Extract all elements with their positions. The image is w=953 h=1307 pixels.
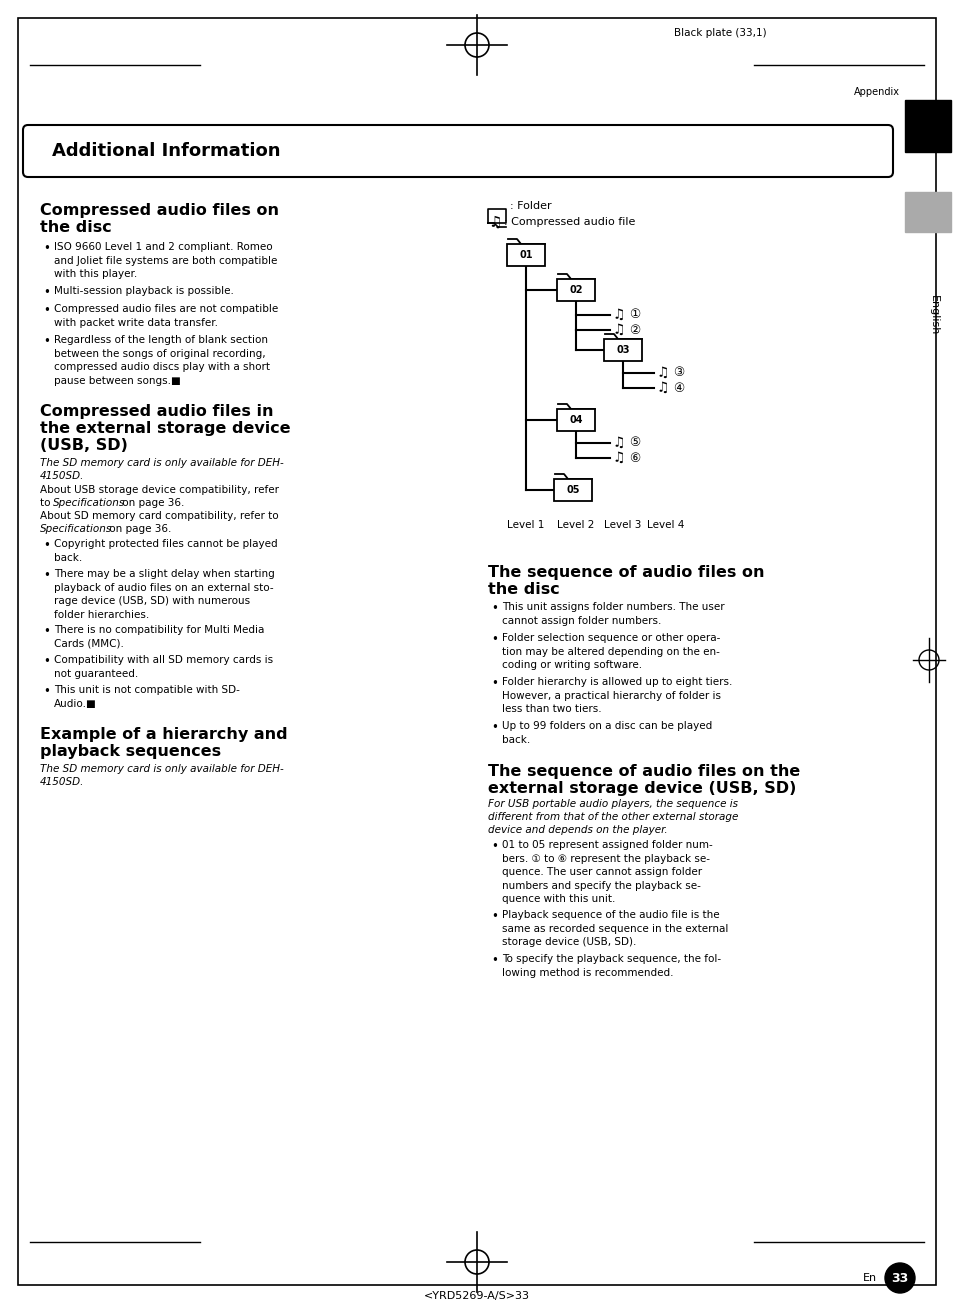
Text: The SD memory card is only available for DEH-: The SD memory card is only available for… xyxy=(40,457,283,468)
Text: : Folder: : Folder xyxy=(510,201,551,210)
Text: 4150SD.: 4150SD. xyxy=(40,776,84,787)
Text: •: • xyxy=(43,655,50,668)
Text: The sequence of audio files on the: The sequence of audio files on the xyxy=(488,765,800,779)
Text: device and depends on the player.: device and depends on the player. xyxy=(488,825,667,835)
Text: on page 36.: on page 36. xyxy=(119,498,184,508)
Bar xyxy=(904,192,950,233)
Text: Compressed audio files in: Compressed audio files in xyxy=(40,404,274,420)
Text: En: En xyxy=(862,1273,876,1283)
Text: 01 to 05 represent assigned folder num-
bers. ① to ⑥ represent the playback se-
: 01 to 05 represent assigned folder num- … xyxy=(501,840,712,904)
Text: ⑥: ⑥ xyxy=(629,451,640,464)
Text: Folder hierarchy is allowed up to eight tiers.
However, a practical hierarchy of: Folder hierarchy is allowed up to eight … xyxy=(501,677,732,714)
Text: •: • xyxy=(43,538,50,552)
Text: Example of a hierarchy and: Example of a hierarchy and xyxy=(40,727,287,742)
FancyBboxPatch shape xyxy=(23,125,892,176)
Bar xyxy=(904,101,950,152)
Text: •: • xyxy=(491,603,497,616)
Text: 05: 05 xyxy=(566,485,579,495)
Text: The SD memory card is only available for DEH-: The SD memory card is only available for… xyxy=(40,765,283,774)
Text: ③: ③ xyxy=(673,366,684,379)
Text: ♫: ♫ xyxy=(612,323,624,337)
Text: 02: 02 xyxy=(569,285,582,295)
Text: ②: ② xyxy=(629,324,640,336)
Text: This unit is not compatible with SD-
Audio.■: This unit is not compatible with SD- Aud… xyxy=(54,685,239,708)
Text: Compatibility with all SD memory cards is
not guaranteed.: Compatibility with all SD memory cards i… xyxy=(54,655,273,678)
Text: ♫: ♫ xyxy=(488,214,501,230)
Text: ♫: ♫ xyxy=(612,437,624,450)
Text: Appendix: Appendix xyxy=(853,88,899,97)
Text: 4150SD.: 4150SD. xyxy=(40,471,84,481)
Text: ⑤: ⑤ xyxy=(629,437,640,450)
Text: •: • xyxy=(491,910,497,923)
Text: There may be a slight delay when starting
playback of audio files on an external: There may be a slight delay when startin… xyxy=(54,569,274,620)
Bar xyxy=(506,244,544,267)
Text: •: • xyxy=(491,954,497,967)
Text: ①: ① xyxy=(629,308,640,322)
Text: Playback sequence of the audio file is the
same as recorded sequence in the exte: Playback sequence of the audio file is t… xyxy=(501,910,727,948)
Text: ④: ④ xyxy=(673,382,684,395)
Text: Up to 99 folders on a disc can be played
back.: Up to 99 folders on a disc can be played… xyxy=(501,721,712,745)
Text: ♫: ♫ xyxy=(656,382,669,395)
Text: : Compressed audio file: : Compressed audio file xyxy=(503,217,635,227)
Text: About USB storage device compatibility, refer: About USB storage device compatibility, … xyxy=(40,485,278,495)
Text: Level 4: Level 4 xyxy=(647,520,684,531)
Text: To specify the playback sequence, the fol-
lowing method is recommended.: To specify the playback sequence, the fo… xyxy=(501,954,720,978)
Text: •: • xyxy=(43,286,50,299)
Text: The sequence of audio files on: The sequence of audio files on xyxy=(488,565,763,580)
Text: •: • xyxy=(43,685,50,698)
Text: 04: 04 xyxy=(569,416,582,425)
Text: •: • xyxy=(491,840,497,853)
Text: ISO 9660 Level 1 and 2 compliant. Romeo
and Joliet file systems are both compati: ISO 9660 Level 1 and 2 compliant. Romeo … xyxy=(54,242,277,280)
Text: ♫: ♫ xyxy=(612,308,624,322)
Text: For USB portable audio players, the sequence is: For USB portable audio players, the sequ… xyxy=(488,799,738,809)
Text: Additional Information: Additional Information xyxy=(52,142,280,159)
Text: This unit assigns folder numbers. The user
cannot assign folder numbers.: This unit assigns folder numbers. The us… xyxy=(501,603,724,626)
Text: the disc: the disc xyxy=(40,220,112,235)
Text: Specifications: Specifications xyxy=(40,524,112,535)
Bar xyxy=(557,278,595,301)
Text: 33: 33 xyxy=(890,1272,907,1285)
Text: •: • xyxy=(491,677,497,690)
Text: ♫: ♫ xyxy=(612,451,624,465)
Bar xyxy=(603,339,641,361)
Text: English: English xyxy=(928,295,938,335)
Text: Compressed audio files are not compatible
with packet write data transfer.: Compressed audio files are not compatibl… xyxy=(54,305,278,328)
Text: different from that of the other external storage: different from that of the other externa… xyxy=(488,812,738,822)
Text: playback sequences: playback sequences xyxy=(40,744,221,759)
Text: •: • xyxy=(43,335,50,348)
Text: •: • xyxy=(43,625,50,638)
Text: Black plate (33,1): Black plate (33,1) xyxy=(673,27,765,38)
Bar xyxy=(557,409,595,431)
Text: •: • xyxy=(491,633,497,646)
Text: Folder selection sequence or other opera-
tion may be altered depending on the e: Folder selection sequence or other opera… xyxy=(501,633,720,670)
Circle shape xyxy=(884,1263,914,1293)
Text: Compressed audio files on: Compressed audio files on xyxy=(40,203,278,218)
Text: •: • xyxy=(491,721,497,735)
Text: <YRD5269-A/S>33: <YRD5269-A/S>33 xyxy=(423,1291,530,1300)
Text: on page 36.: on page 36. xyxy=(106,524,172,535)
Text: 03: 03 xyxy=(616,345,629,356)
Text: •: • xyxy=(43,242,50,255)
Text: (USB, SD): (USB, SD) xyxy=(40,438,128,454)
Text: external storage device (USB, SD): external storage device (USB, SD) xyxy=(488,782,796,796)
Text: the disc: the disc xyxy=(488,582,559,597)
Bar xyxy=(554,478,592,501)
Text: Level 3: Level 3 xyxy=(603,520,641,531)
Text: Multi-session playback is possible.: Multi-session playback is possible. xyxy=(54,286,233,295)
Text: Regardless of the length of blank section
between the songs of original recordin: Regardless of the length of blank sectio… xyxy=(54,335,270,386)
Text: the external storage device: the external storage device xyxy=(40,421,291,437)
Text: There is no compatibility for Multi Media
Cards (MMC).: There is no compatibility for Multi Medi… xyxy=(54,625,264,648)
Text: Copyright protected files cannot be played
back.: Copyright protected files cannot be play… xyxy=(54,538,277,562)
Text: Specifications: Specifications xyxy=(53,498,125,508)
Text: 01: 01 xyxy=(518,250,532,260)
Text: ♫: ♫ xyxy=(656,366,669,380)
Text: •: • xyxy=(43,569,50,582)
Text: Level 2: Level 2 xyxy=(557,520,594,531)
Text: •: • xyxy=(43,305,50,318)
Text: Level 1: Level 1 xyxy=(507,520,544,531)
Text: to: to xyxy=(40,498,53,508)
Text: About SD memory card compatibility, refer to: About SD memory card compatibility, refe… xyxy=(40,511,278,521)
